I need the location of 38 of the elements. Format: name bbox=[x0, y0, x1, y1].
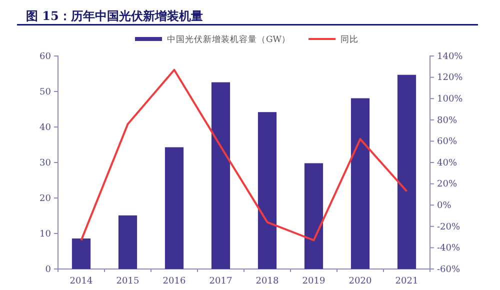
y2-tick-label: -40% bbox=[437, 244, 460, 254]
y-tick-label: 60 bbox=[40, 52, 52, 62]
x-tick-label: 2018 bbox=[256, 276, 279, 286]
x-tick-label: 2019 bbox=[302, 276, 326, 286]
y2-tick-label: 80% bbox=[437, 116, 458, 126]
legend-label: 同比 bbox=[340, 34, 359, 45]
bar bbox=[258, 112, 277, 269]
line-series bbox=[80, 68, 408, 242]
x-tick-label: 2017 bbox=[209, 276, 232, 286]
y-tick-label: 50 bbox=[40, 87, 52, 98]
y2-tick-label: 40% bbox=[437, 158, 458, 168]
x-tick-label: 2015 bbox=[116, 276, 140, 286]
y2-tick-label: 120% bbox=[437, 73, 464, 84]
x-tick-label: 2021 bbox=[395, 276, 418, 286]
chart-title: 图 15：历年中国光伏新增装机量 bbox=[26, 9, 203, 23]
y2-tick-label: -20% bbox=[437, 222, 460, 232]
legend-label: 中国光伏新增装机容量（GW） bbox=[167, 34, 291, 45]
bar bbox=[304, 163, 324, 269]
y-tick-label: 10 bbox=[40, 229, 52, 240]
y-tick-label: 30 bbox=[40, 158, 52, 168]
y2-tick-label: 20% bbox=[437, 180, 458, 190]
bar bbox=[397, 74, 416, 269]
x-tick-label: 2014 bbox=[70, 276, 93, 286]
y2-tick-label: -60% bbox=[437, 264, 460, 275]
y-tick-label: 40 bbox=[40, 122, 52, 133]
y2-tick-label: 0% bbox=[437, 200, 452, 211]
bar bbox=[211, 82, 230, 269]
y-tick-label: 20 bbox=[40, 194, 52, 204]
y2-tick-label: 60% bbox=[437, 137, 458, 148]
bar bbox=[72, 238, 91, 269]
x-tick-label: 2016 bbox=[162, 276, 186, 286]
y-tick-label: 0 bbox=[45, 264, 52, 275]
y2-tick-label: 100% bbox=[437, 94, 464, 104]
bar bbox=[164, 147, 184, 269]
bar bbox=[350, 98, 370, 269]
bar bbox=[118, 215, 138, 269]
x-tick-label: 2020 bbox=[348, 276, 372, 286]
y2-tick-label: 140% bbox=[437, 52, 464, 62]
